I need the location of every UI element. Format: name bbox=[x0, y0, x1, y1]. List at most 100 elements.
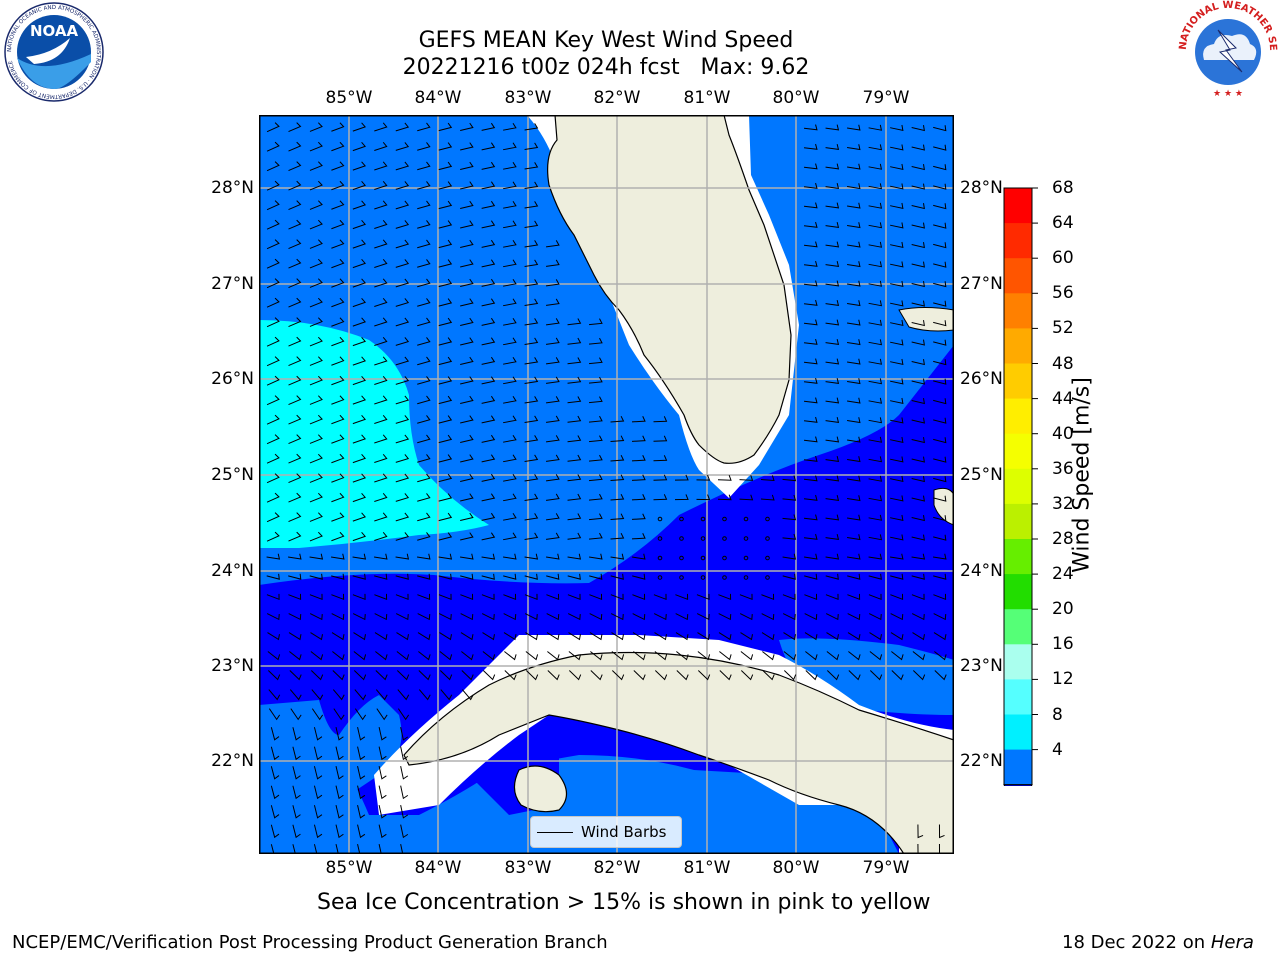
wind-barb bbox=[868, 183, 883, 190]
calm-marker bbox=[657, 516, 663, 522]
wind-barb bbox=[803, 397, 818, 404]
wind-barb bbox=[331, 141, 345, 152]
wind-barb bbox=[288, 258, 302, 269]
wind-barb bbox=[933, 242, 947, 249]
wind-barb bbox=[309, 531, 323, 542]
wind-barb bbox=[352, 200, 366, 210]
wind-barb bbox=[266, 278, 280, 289]
wind-barb bbox=[266, 531, 280, 542]
wind-barb bbox=[567, 573, 581, 580]
wind-barb bbox=[461, 651, 474, 661]
wind-barb bbox=[588, 318, 603, 326]
wind-barb bbox=[374, 278, 388, 288]
wind-barb bbox=[438, 239, 453, 249]
wind-barb bbox=[825, 613, 839, 621]
wind-barb bbox=[481, 593, 495, 601]
wind-barb bbox=[266, 239, 280, 250]
wind-barb bbox=[331, 453, 345, 464]
wind-barb bbox=[653, 435, 668, 442]
wind-barb bbox=[783, 632, 796, 641]
wind-barb bbox=[717, 474, 732, 481]
wind-barb bbox=[352, 219, 366, 230]
wind-barb bbox=[335, 766, 344, 780]
wind-barb bbox=[331, 492, 345, 503]
wind-barb bbox=[309, 553, 324, 560]
wind-barb bbox=[589, 593, 603, 601]
wind-barb bbox=[309, 593, 323, 601]
wind-barb bbox=[631, 494, 646, 501]
wind-barb bbox=[803, 319, 818, 326]
wind-barb bbox=[610, 415, 625, 423]
lon-label-top: 81°W bbox=[683, 88, 731, 108]
wind-barb bbox=[375, 670, 388, 681]
wind-barb bbox=[933, 339, 947, 346]
wind-barb bbox=[288, 336, 302, 347]
wind-barb bbox=[589, 613, 603, 621]
wind-barb bbox=[395, 200, 410, 210]
wind-barb bbox=[847, 417, 861, 424]
wind-barb bbox=[438, 573, 452, 580]
wind-barb bbox=[588, 513, 603, 521]
wind-barb bbox=[911, 553, 926, 560]
colorbar-segment bbox=[1004, 293, 1032, 329]
wind-barb bbox=[525, 632, 538, 641]
wind-barb bbox=[503, 220, 517, 229]
wind-barb bbox=[270, 805, 280, 819]
wind-barb bbox=[653, 593, 667, 601]
wind-barb bbox=[352, 239, 366, 249]
lat-label-right: 23°N bbox=[960, 656, 1003, 676]
wind-barb bbox=[352, 122, 366, 132]
calm-marker bbox=[722, 575, 727, 580]
wind-barb bbox=[911, 320, 925, 327]
wind-barb bbox=[890, 378, 904, 385]
wind-barb bbox=[352, 473, 366, 483]
wind-barb bbox=[288, 278, 302, 288]
colorbar-segment bbox=[1004, 644, 1032, 680]
wind-barb bbox=[911, 281, 925, 288]
wind-barb bbox=[378, 805, 387, 819]
wind-barb bbox=[524, 162, 539, 170]
wind-barb bbox=[803, 338, 818, 345]
map-legend: Wind Barbs bbox=[530, 816, 682, 848]
wind-barb bbox=[890, 417, 904, 424]
wind-barb bbox=[610, 532, 625, 540]
wind-barb bbox=[288, 395, 302, 405]
wind-barb bbox=[545, 240, 560, 248]
wind-barb bbox=[438, 434, 453, 444]
wind-barb bbox=[332, 689, 345, 701]
wind-barb bbox=[890, 632, 904, 641]
wind-barb bbox=[352, 297, 366, 308]
wind-barb bbox=[378, 766, 387, 780]
wind-barb bbox=[653, 416, 668, 423]
wind-barb bbox=[503, 512, 517, 521]
wind-barb bbox=[288, 297, 302, 308]
colorbar-tick-label: 20 bbox=[1052, 599, 1074, 620]
wind-barb bbox=[869, 651, 883, 661]
colorbar-tick-label: 32 bbox=[1052, 493, 1074, 514]
wind-barb bbox=[352, 414, 366, 425]
wind-barb bbox=[545, 435, 560, 443]
wind-barb bbox=[524, 279, 539, 287]
wind-barb bbox=[331, 593, 345, 601]
wind-barb bbox=[933, 183, 947, 190]
wind-barb bbox=[524, 553, 539, 560]
wind-barb bbox=[890, 514, 904, 521]
wind-barb bbox=[567, 396, 582, 404]
wind-barb bbox=[568, 632, 581, 641]
wind-barb bbox=[933, 515, 947, 522]
wind-barb bbox=[313, 746, 323, 761]
wind-barb bbox=[588, 493, 603, 501]
wind-barb bbox=[313, 805, 323, 819]
wind-barb bbox=[653, 474, 668, 481]
wind-barb bbox=[803, 416, 818, 423]
wind-barb bbox=[481, 473, 496, 482]
wind-barb bbox=[524, 376, 539, 385]
wind-barb bbox=[503, 356, 517, 365]
wind-barb bbox=[611, 632, 624, 641]
wind-barb bbox=[266, 356, 280, 367]
wind-barb bbox=[847, 222, 861, 229]
wind-barb bbox=[395, 553, 410, 560]
wind-barb bbox=[332, 670, 345, 681]
wind-barb bbox=[439, 651, 453, 661]
wind-barb bbox=[354, 708, 367, 721]
